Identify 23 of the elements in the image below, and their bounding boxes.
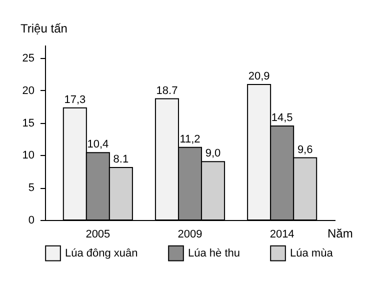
- x-tick-label: 2009: [178, 228, 202, 240]
- y-tick-label: 25: [22, 52, 34, 64]
- y-axis-title: Triệu tấn: [20, 22, 68, 36]
- y-tick-label: 20: [22, 84, 34, 97]
- data-label: 20,9: [248, 70, 270, 83]
- legend-label: Lúa mùa: [290, 247, 334, 260]
- data-label: 11,2: [180, 133, 200, 146]
- y-tick-label: 15: [22, 117, 34, 130]
- y-tick-label: 0: [28, 214, 34, 226]
- x-tick-label: 2005: [86, 228, 110, 240]
- data-label: 9,0: [205, 148, 221, 160]
- y-tick-label: 5: [28, 182, 34, 194]
- data-label: 18.7: [156, 84, 178, 97]
- data-label: 10,4: [87, 138, 109, 151]
- data-label: 17,3: [64, 94, 86, 106]
- data-label: 9,6: [297, 144, 313, 156]
- data-label: 8.1: [113, 154, 129, 166]
- legend-label: Lúa hè thu: [188, 247, 240, 260]
- y-tick-label: 10: [22, 150, 34, 162]
- legend-label: Lúa đông xuân: [65, 247, 138, 260]
- data-label: 14,5: [271, 112, 293, 124]
- x-axis-title: Năm: [328, 226, 353, 240]
- x-tick-label: 2014: [270, 228, 294, 240]
